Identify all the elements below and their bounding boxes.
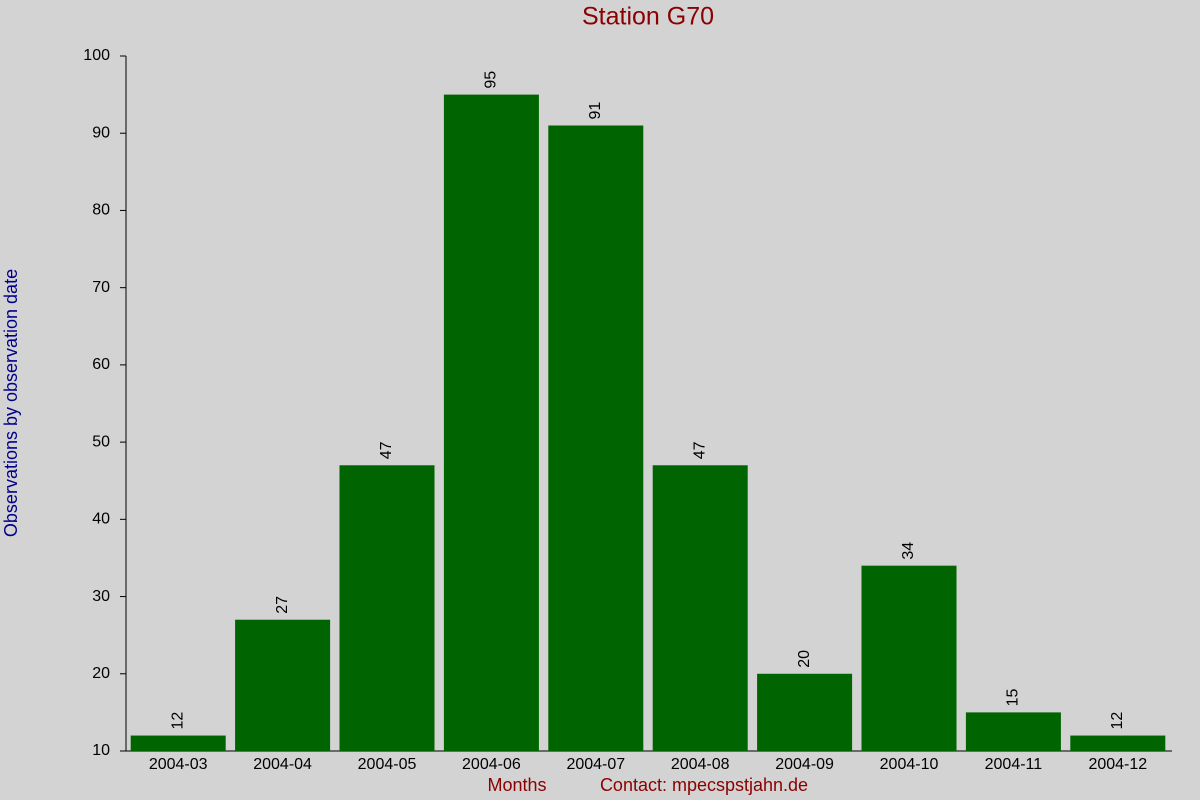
x-tick-label: 2004-12: [1088, 756, 1147, 773]
bar: [130, 735, 226, 751]
data-label: 20: [796, 650, 813, 668]
data-label: 15: [1005, 688, 1022, 706]
data-label: 47: [378, 441, 395, 459]
bar: [339, 465, 435, 751]
footer: Contact: mpecspstjahn.de: [600, 775, 808, 795]
data-label: 34: [900, 542, 917, 560]
x-tick-label: 2004-03: [149, 756, 208, 773]
y-tick-label: 90: [92, 124, 110, 141]
x-tick-label: 2004-05: [358, 756, 417, 773]
x-tick-label: 2004-10: [880, 756, 939, 773]
bar: [757, 673, 853, 751]
chart-title: Station G70: [582, 3, 714, 31]
data-label: 47: [691, 441, 708, 459]
x-tick-label: 2004-09: [775, 756, 834, 773]
bar: [861, 565, 957, 751]
bar: [652, 465, 748, 751]
bar: [443, 94, 539, 752]
x-tick-label: 2004-06: [462, 756, 521, 773]
y-tick-label: 10: [92, 742, 110, 759]
x-tick-label: 2004-08: [671, 756, 730, 773]
data-label: 12: [169, 712, 186, 730]
y-tick-label: 40: [92, 511, 110, 528]
data-label: 91: [587, 102, 604, 120]
bar: [235, 619, 331, 751]
y-tick-label: 30: [92, 588, 110, 605]
bar: [548, 125, 644, 751]
y-tick-label: 20: [92, 665, 110, 682]
data-label: 95: [483, 71, 500, 89]
y-axis-label: Observations by observation date: [1, 269, 21, 537]
y-tick-label: 80: [92, 202, 110, 219]
data-label: 27: [274, 596, 291, 614]
y-tick-label: 100: [83, 47, 110, 64]
x-tick-label: 2004-11: [985, 756, 1043, 773]
x-axis-label: Months: [487, 775, 546, 795]
y-tick-label: 70: [92, 279, 110, 296]
data-label: 12: [1109, 712, 1126, 730]
x-tick-label: 2004-04: [253, 756, 312, 773]
bar: [965, 712, 1061, 751]
y-tick-label: 50: [92, 433, 110, 450]
x-tick-label: 2004-07: [566, 756, 625, 773]
y-tick-label: 60: [92, 356, 110, 373]
bar: [1070, 735, 1166, 751]
